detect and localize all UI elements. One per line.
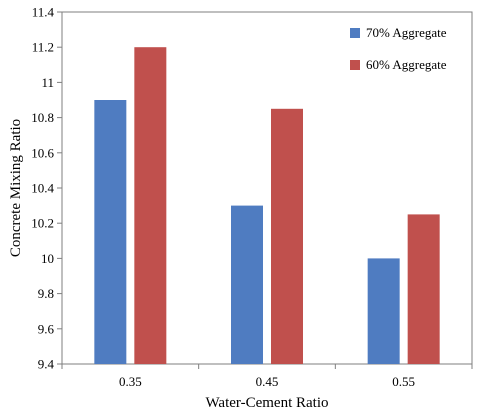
bar-70pct-0.45: [231, 205, 263, 364]
y-tick-label: 9.6: [38, 321, 55, 336]
y-axis: 9.4 9.6 9.8 10 10.2 10.4 10.6 10.8 11 11.2 11.4: [31, 5, 62, 372]
bar-60pct-0.55: [407, 214, 440, 364]
legend-swatch-1: [350, 60, 360, 70]
bar-70pct-0.35: [94, 100, 127, 364]
x-tick-label: 0.55: [392, 374, 415, 389]
x-tick-label: 0.35: [119, 374, 142, 389]
x-tick-label: 0.45: [256, 374, 279, 389]
x-axis: 0.35 0.45 0.55: [61, 364, 473, 389]
y-tick-label: 9.8: [38, 286, 54, 301]
y-tick-label: 10.2: [31, 216, 54, 231]
bar-60pct-0.45: [271, 108, 303, 364]
y-tick-label: 11.2: [32, 40, 54, 55]
y-tick-label: 10.4: [31, 181, 54, 196]
y-tick-label: 10: [41, 251, 54, 266]
legend: 70% Aggregate 60% Aggregate: [350, 25, 447, 72]
y-tick-label: 10.8: [31, 110, 54, 125]
y-tick-label: 9.4: [38, 357, 55, 372]
bar-60pct-0.35: [134, 47, 167, 364]
y-tick-label: 10.6: [31, 145, 54, 160]
x-axis-title: Water-Cement Ratio: [205, 395, 328, 411]
y-tick-label: 11: [41, 75, 54, 90]
bars-group: [94, 47, 440, 364]
legend-swatch-0: [350, 28, 360, 38]
legend-label-0: 70% Aggregate: [366, 25, 447, 40]
bar-70pct-0.55: [367, 258, 400, 364]
legend-label-1: 60% Aggregate: [366, 57, 447, 72]
y-tick-label: 11.4: [32, 5, 55, 20]
y-axis-title: Concrete Mixing Ratio: [8, 119, 24, 257]
